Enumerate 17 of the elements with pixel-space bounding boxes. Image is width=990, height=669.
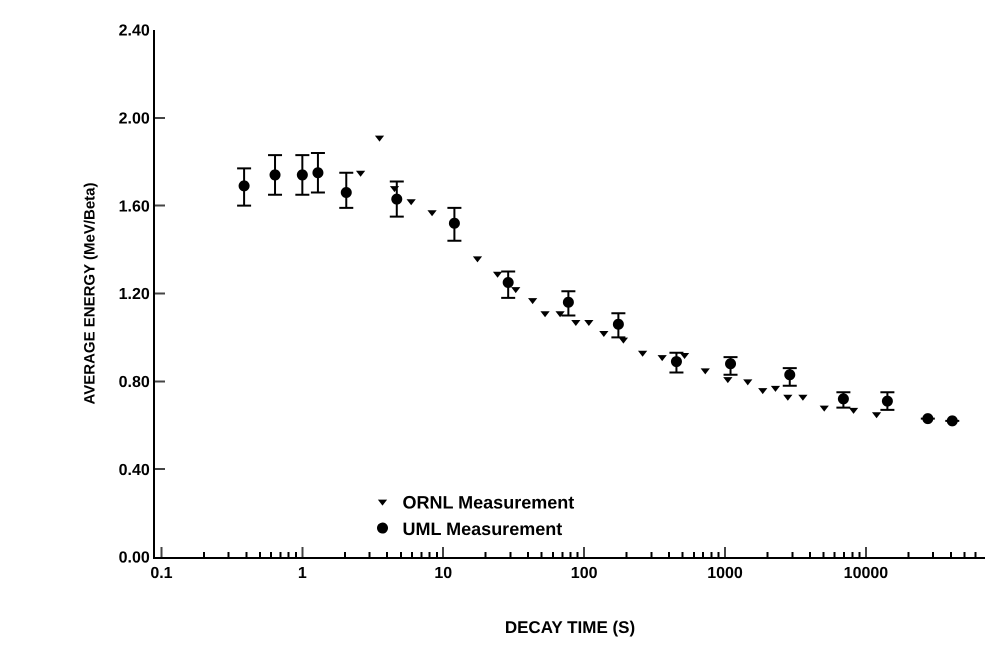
y-tick-label: 1.20 — [118, 286, 150, 304]
legend-label: ORNL Measurement — [402, 492, 574, 513]
y-tick-label: 0.00 — [118, 550, 150, 567]
y-tick-label: 1.60 — [118, 198, 150, 216]
y-tick-label: 0.40 — [118, 462, 150, 479]
x-tick-label: 10000 — [844, 565, 888, 582]
x-axis-title: DECAY TIME (S) — [504, 618, 636, 638]
y-tick-label: 0.80 — [118, 374, 150, 391]
y-axis-title: AVERAGE ENERGY (MeV/Beta) — [81, 182, 98, 404]
x-tick-label: 1000 — [707, 565, 743, 582]
x-tick-label: 0.1 — [150, 565, 173, 582]
x-tick-label: 1 — [298, 565, 307, 582]
x-tick-label: 100 — [570, 565, 598, 582]
y-tick-label: 2.40 — [118, 22, 150, 40]
y-tick-label: 2.00 — [118, 110, 150, 128]
x-tick-label: 10 — [434, 565, 452, 582]
legend-label: UML Measurement — [402, 519, 562, 540]
